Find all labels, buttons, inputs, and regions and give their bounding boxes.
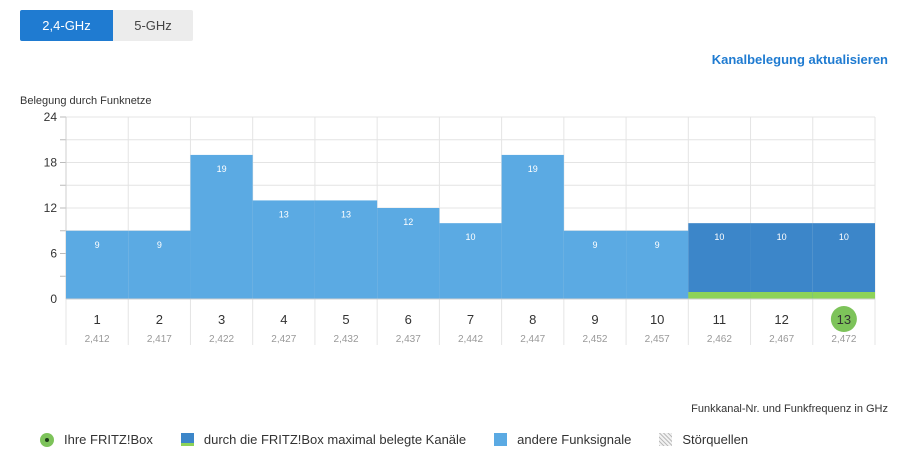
tab-2-4-ghz[interactable]: 2,4-GHz (20, 10, 113, 41)
x-tick-label: 13 (837, 312, 851, 327)
bar-channel-3 (190, 154, 253, 299)
x-axis-caption: Funkkanal-Nr. und Funkfrequenz in GHz (691, 403, 888, 415)
frequency-label: 2,447 (520, 334, 545, 345)
bar-value-label: 9 (592, 240, 597, 250)
bar-value-label: 10 (839, 232, 849, 242)
band-tabs: 2,4-GHz 5-GHz (20, 10, 193, 41)
bar-value-label: 19 (528, 164, 538, 174)
interference-hatch-icon (659, 433, 673, 446)
bar-channel-11 (688, 223, 751, 299)
bar-channel-10 (626, 230, 689, 299)
frequency-label: 2,467 (769, 334, 794, 345)
bar-channel-1 (66, 230, 129, 299)
x-tick-label: 1 (93, 312, 100, 327)
x-tick-label: 10 (650, 312, 664, 327)
legend-item-max-channels: durch die FRITZ!Box maximal belegte Kanä… (180, 432, 467, 447)
bar-channel-7 (439, 223, 502, 299)
x-tick-label: 9 (591, 312, 598, 327)
y-axis-title: Belegung durch Funknetze (20, 95, 152, 107)
frequency-label: 2,462 (707, 334, 732, 345)
bar-channel-8 (501, 154, 564, 299)
bar-value-label: 13 (279, 209, 289, 219)
bar-channel-4 (252, 200, 315, 299)
bar-value-label: 9 (655, 240, 660, 250)
legend-label: durch die FRITZ!Box maximal belegte Kanä… (203, 432, 467, 447)
bar-channel-9 (563, 230, 627, 299)
x-tick-label: 7 (467, 312, 474, 327)
channel-usage-chart: 0 6 12 18 24 9 9 19 13 13 12 10 19 9 9 10 10 10 1 2,412 2 2,4… (44, 110, 876, 345)
other-signals-box-icon (494, 433, 508, 446)
x-tick-label: 2 (156, 312, 163, 327)
x-tick-label: 6 (405, 312, 412, 327)
fritzbox-band-segment (688, 292, 751, 299)
tab-5-ghz[interactable]: 5-GHz (113, 10, 193, 41)
y-tick-label: 0 (50, 292, 57, 306)
legend: Ihre FRITZ!Box durch die FRITZ!Box maxim… (40, 432, 776, 447)
bar-value-label: 12 (403, 217, 413, 227)
legend-label: Ihre FRITZ!Box (64, 432, 153, 447)
bar-channel-13 (812, 223, 875, 299)
x-tick-label: 4 (280, 312, 287, 327)
bar-channel-6 (377, 208, 440, 299)
frequency-label: 2,472 (831, 334, 856, 345)
frequency-label: 2,437 (396, 334, 421, 345)
y-tick-label: 6 (50, 247, 57, 261)
frequency-label: 2,442 (458, 334, 483, 345)
bar-channel-12 (750, 223, 813, 299)
fritzbox-channel-marker (830, 306, 857, 332)
x-tick-label: 12 (774, 312, 788, 327)
x-tick-label: 5 (342, 312, 349, 327)
legend-item-interference: Störquellen (659, 432, 748, 447)
bar-value-label: 9 (157, 240, 162, 250)
bar-channel-2 (128, 230, 191, 299)
legend-label: Störquellen (682, 432, 749, 447)
x-tick-label: 3 (218, 312, 225, 327)
frequency-label: 2,452 (582, 334, 607, 345)
refresh-channel-usage-link[interactable]: Kanalbelegung aktualisieren (711, 52, 888, 67)
x-tick-label: 8 (529, 312, 536, 327)
fritzbox-band-segment (750, 292, 813, 299)
y-tick-label: 24 (44, 110, 58, 124)
bar-channel-5 (314, 200, 378, 299)
bar-value-label: 10 (777, 232, 787, 242)
bar-value-label: 10 (714, 232, 724, 242)
bar-value-label: 19 (217, 164, 227, 174)
frequency-label: 2,417 (147, 334, 172, 345)
bar-value-label: 13 (341, 209, 351, 219)
bar-value-label: 10 (465, 232, 475, 242)
y-tick-label: 18 (44, 156, 58, 170)
frequency-label: 2,412 (85, 334, 110, 345)
frequency-label: 2,427 (271, 334, 296, 345)
legend-label: andere Funksignale (517, 432, 632, 447)
frequency-label: 2,432 (334, 334, 359, 345)
max-channels-box-icon (180, 433, 194, 446)
fritzbox-dot-icon (40, 432, 54, 447)
legend-item-other-signals: andere Funksignale (494, 432, 631, 447)
fritzbox-band-segment (812, 292, 875, 299)
y-tick-label: 12 (44, 201, 58, 215)
frequency-label: 2,422 (209, 334, 234, 345)
bar-value-label: 9 (95, 240, 100, 250)
frequency-label: 2,457 (645, 334, 670, 345)
legend-item-fritzbox: Ihre FRITZ!Box (40, 432, 153, 447)
x-tick-label: 11 (713, 312, 727, 327)
